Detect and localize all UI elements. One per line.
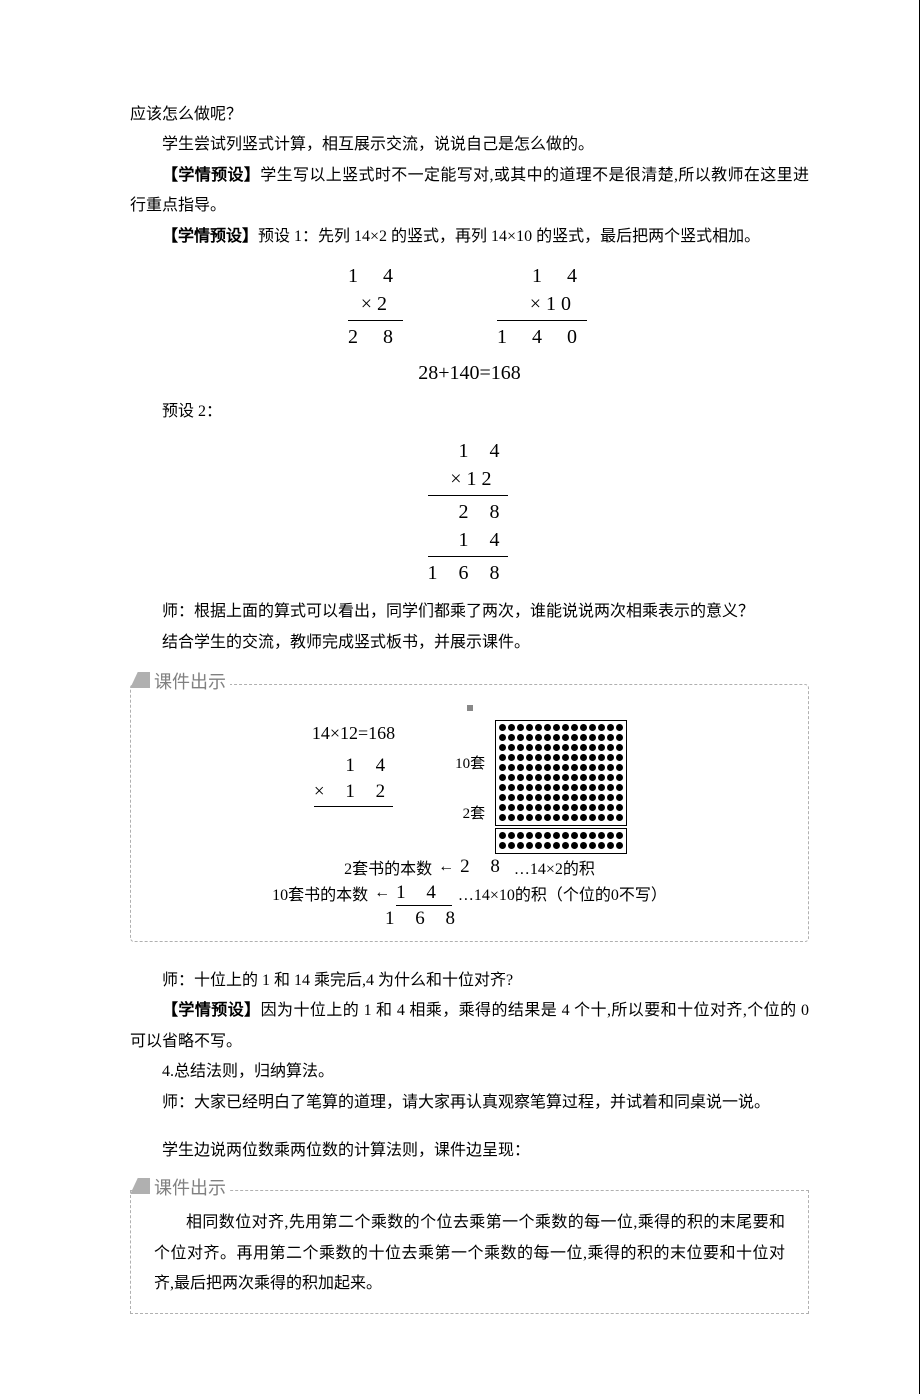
calc-row: 1 6 8 bbox=[385, 906, 463, 932]
vertical-calc-callout: 1 4 × 1 2 bbox=[314, 753, 393, 809]
paragraph: 【学情预设】预设 1：先列 14×2 的竖式，再列 14×10 的竖式，最后把两… bbox=[130, 222, 809, 252]
vertical-calc-left: 1 4 × 2 2 8 bbox=[348, 262, 407, 351]
courseware-callout-2: 课件出示 相同数位对齐,先用第二个乘数的个位去乘第一个乘数的每一位,乘得的积的末… bbox=[130, 1184, 809, 1313]
calc-row: 1 6 8 bbox=[428, 562, 508, 584]
calc-row: 2 8 bbox=[348, 326, 403, 348]
paragraph: 应该怎么做呢？ bbox=[130, 100, 809, 130]
callout-label: 课件出示 bbox=[150, 668, 230, 694]
callout-content-row: 14×12=168 1 4 × 1 2 10套 2套 bbox=[150, 720, 789, 854]
paragraph: 【学情预设】学生写以上竖式时不一定能写对,或其中的道理不是很清楚,所以教师在这里… bbox=[130, 161, 809, 222]
arrow-icon: ← bbox=[438, 858, 454, 876]
ann-left: 2套书的本数 bbox=[344, 855, 432, 879]
calc-row: 1 4 bbox=[459, 440, 508, 462]
label-bold: 【学情预设】 bbox=[162, 228, 258, 245]
ann-left: 10套书的本数 bbox=[272, 881, 368, 905]
paragraph: 师：十位上的 1 和 14 乘完后,4 为什么和十位对齐? bbox=[130, 966, 809, 996]
paragraph: 预设 2： bbox=[130, 397, 809, 427]
calc-row: 1 4 bbox=[428, 526, 508, 557]
paragraph: 【学情预设】因为十位上的 1 和 4 相乘，乘得的结果是 4 个十,所以要和十位… bbox=[130, 996, 809, 1057]
paragraph: 学生边说两位数乘两位数的计算法则，课件边呈现： bbox=[130, 1136, 809, 1166]
calc-row: 1 4 bbox=[345, 755, 393, 776]
paragraph: 学生尝试列竖式计算，相互展示交流，说说自己是怎么做的。 bbox=[130, 130, 809, 160]
calc-row: 1 4 bbox=[348, 265, 403, 287]
vertical-calc-2: 1 4 × 1 2 2 8 1 4 1 6 8 bbox=[130, 437, 809, 587]
calc-row: 2 8 bbox=[460, 854, 508, 880]
calc-row: 1 4 bbox=[396, 880, 452, 907]
label-10: 10套 bbox=[455, 752, 485, 773]
calc-row: 2 8 bbox=[459, 501, 508, 523]
sum-equation: 28+140=168 bbox=[130, 359, 809, 387]
paragraph: 4.总结法则，归纳算法。 bbox=[130, 1057, 809, 1087]
calc-row: × 1 2 bbox=[314, 781, 393, 802]
callout-label: 课件出示 bbox=[150, 1174, 230, 1200]
arrow-icon: ← bbox=[374, 884, 390, 902]
text: 预设 1：先列 14×2 的竖式，再列 14×10 的竖式，最后把两个竖式相加。 bbox=[258, 228, 760, 245]
equation: 14×12=168 bbox=[312, 720, 395, 747]
calc-row: × 1 0 bbox=[530, 293, 587, 315]
label-bold: 【学情预设】 bbox=[162, 1002, 261, 1019]
calc-row: 1 4 bbox=[532, 265, 587, 287]
annotation-row-2: 10套书的本数 ← 1 4 …14×10的积（个位的0不写） bbox=[150, 880, 789, 907]
calc-row: × 1 2 bbox=[450, 468, 507, 490]
document-page: 应该怎么做呢？ 学生尝试列竖式计算，相互展示交流，说说自己是怎么做的。 【学情预… bbox=[0, 0, 920, 1394]
courseware-callout-1: 课件出示 14×12=168 1 4 × 1 2 10套 2套 bbox=[130, 678, 809, 942]
calc-row: 1 4 0 bbox=[497, 326, 587, 348]
paragraph: 结合学生的交流，教师完成竖式板书，并展示课件。 bbox=[130, 628, 809, 658]
annotation-row-1: 2套书的本数 ← 2 8 …14×2的积 bbox=[150, 854, 789, 880]
callout-text: 相同数位对齐,先用第二个乘数的个位去乘第一个乘数的每一位,乘得的积的末尾要和个位… bbox=[154, 1208, 785, 1299]
label-bold: 【学情预设】 bbox=[162, 167, 260, 184]
vertical-calc-group-1: 1 4 × 2 2 8 1 4 × 1 0 1 4 0 28+140=168 bbox=[130, 262, 809, 387]
ann-right: …14×2的积 bbox=[514, 855, 595, 879]
result-row: 10套书的本数 ← 1 6 8 …14×10的积（个位的0不写） bbox=[150, 906, 789, 932]
label-2: 2套 bbox=[455, 802, 485, 823]
set-labels: 10套 2套 bbox=[455, 737, 485, 837]
ann-right: …14×10的积（个位的0不写） bbox=[458, 881, 667, 905]
vertical-calc-right: 1 4 × 1 0 1 4 0 bbox=[497, 262, 591, 351]
paragraph: 师：大家已经明白了笔算的道理，请大家再认真观察笔算过程，并试着和同桌说一说。 bbox=[130, 1088, 809, 1118]
calc-row: × 2 bbox=[361, 293, 403, 315]
square-icon bbox=[467, 705, 473, 711]
dot-array bbox=[495, 720, 627, 854]
paragraph: 师：根据上面的算式可以看出，同学们都乘了两次，谁能说说两次相乘表示的意义？ bbox=[130, 597, 809, 627]
